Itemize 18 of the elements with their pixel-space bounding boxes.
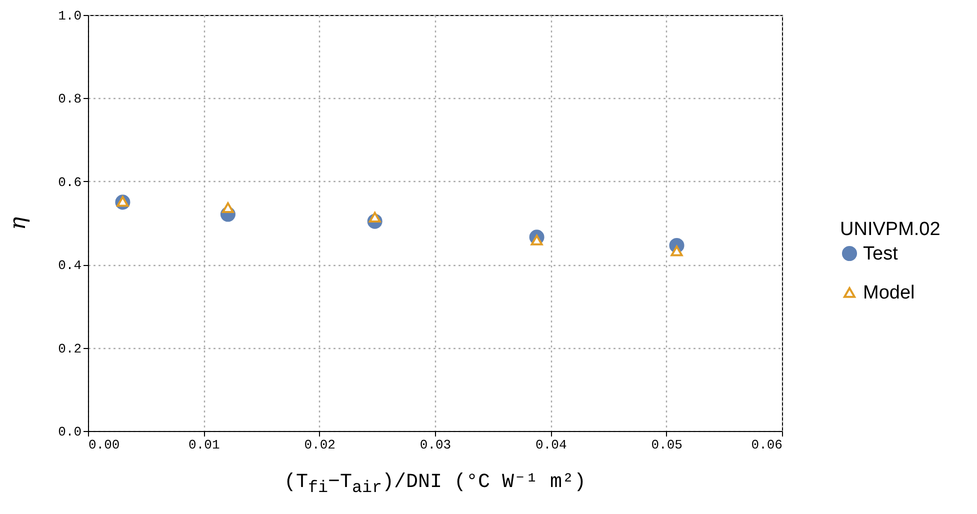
x-tick-label: 0.03 bbox=[420, 438, 452, 452]
y-tick-label: 0.6 bbox=[58, 174, 82, 190]
y-tick-label: 0.0 bbox=[58, 424, 82, 440]
legend-label: Model bbox=[863, 282, 915, 304]
x-tick-label: 0.02 bbox=[304, 438, 336, 452]
x-axis-title: (T$_{fi}$−T$_{air}$)/DNI (°C W⁻¹ m²) bbox=[282, 470, 588, 498]
y-tick-label: 1.0 bbox=[58, 8, 82, 24]
x-tick-label: 0.01 bbox=[188, 438, 220, 452]
y-tick-label: 0.2 bbox=[58, 341, 82, 356]
x-tick-label: 0.05 bbox=[651, 438, 682, 452]
x-tick-label: 0.06 bbox=[751, 438, 782, 452]
x-tick-label: 0.04 bbox=[536, 438, 567, 452]
y-axis-title: η bbox=[6, 216, 32, 230]
legend-label: Test bbox=[863, 244, 899, 264]
y-tick-label: 0.8 bbox=[58, 92, 82, 107]
y-tick-label: 0.4 bbox=[58, 258, 82, 274]
x-tick-label: 0.00 bbox=[88, 438, 120, 452]
legend-title: UNIVPM.02 bbox=[840, 219, 940, 240]
